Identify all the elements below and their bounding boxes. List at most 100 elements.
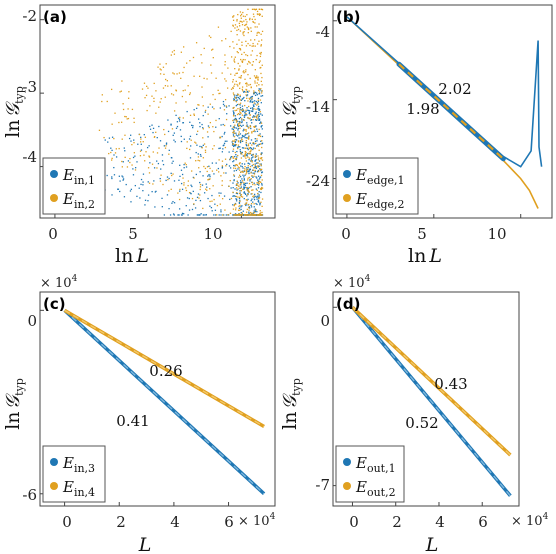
panel-c-yticks: 0 -6 xyxy=(22,312,37,504)
scatter-point xyxy=(222,144,224,147)
scatter-point xyxy=(241,151,243,154)
scatter-point xyxy=(222,123,224,126)
scatter-point xyxy=(246,195,248,197)
scatter-point xyxy=(239,174,241,176)
scatter-point xyxy=(260,125,262,128)
scatter-point xyxy=(133,139,135,141)
scatter-point xyxy=(233,106,235,109)
scatter-point xyxy=(251,101,253,104)
scatter-point xyxy=(239,204,241,207)
scatter-point xyxy=(244,174,246,176)
scatter-point xyxy=(246,153,249,155)
scatter-point xyxy=(250,206,253,208)
scatter-point xyxy=(246,199,248,202)
scatter-point xyxy=(141,88,144,90)
scatter-point xyxy=(215,119,217,122)
scatter-point xyxy=(233,140,235,142)
scatter-point xyxy=(195,160,197,162)
scatter-point xyxy=(245,82,247,85)
scatter-point xyxy=(247,187,250,189)
scatter-point xyxy=(243,51,245,54)
annotation-slope-out-1: 0.52 xyxy=(405,414,438,432)
scatter-point xyxy=(256,76,258,79)
scatter-point xyxy=(229,167,232,169)
scatter-point xyxy=(258,109,260,111)
scatter-point xyxy=(261,171,263,174)
scatter-point xyxy=(247,73,249,76)
scatter-point xyxy=(152,183,154,185)
scatter-point xyxy=(236,120,238,123)
scatter-point xyxy=(197,156,200,158)
scatter-point xyxy=(225,105,228,107)
scatter-point xyxy=(235,144,237,146)
scatter-point xyxy=(245,54,247,56)
scatter-point xyxy=(217,89,219,92)
scatter-point xyxy=(238,214,241,216)
scatter-point xyxy=(234,27,236,29)
scatter-point xyxy=(258,178,261,180)
scatter-point xyxy=(251,174,253,177)
scatter-point xyxy=(253,197,255,199)
scatter-point xyxy=(259,213,261,215)
y-tick-label: -7 xyxy=(315,476,330,494)
panel-a-scatter xyxy=(40,8,264,218)
scatter-point xyxy=(183,46,185,48)
scatter-point xyxy=(222,100,225,103)
scatter-point xyxy=(258,32,260,34)
scatter-point xyxy=(245,211,248,213)
scatter-point xyxy=(243,169,245,172)
scatter-point xyxy=(200,155,202,157)
scatter-point xyxy=(245,157,247,159)
scatter-point xyxy=(206,170,208,173)
scatter-point xyxy=(126,166,129,168)
scatter-point xyxy=(189,121,191,123)
scatter-point xyxy=(256,130,259,133)
scatter-point xyxy=(123,196,126,198)
scatter-point xyxy=(243,163,246,165)
scatter-point xyxy=(204,149,207,151)
scatter-point xyxy=(252,21,255,23)
x-tick-label: 5 xyxy=(128,225,138,243)
scatter-point xyxy=(147,194,150,196)
scatter-point xyxy=(184,89,186,91)
scatter-point xyxy=(241,41,243,43)
scatter-point xyxy=(249,107,252,109)
scatter-point xyxy=(225,118,228,121)
scatter-point xyxy=(114,152,117,154)
panel-a-ylabel: ln𝒢typ xyxy=(2,86,26,138)
scatter-point xyxy=(163,214,166,216)
scatter-point xyxy=(254,165,257,167)
scatter-point xyxy=(225,106,228,108)
scatter-point xyxy=(232,25,234,27)
scatter-point xyxy=(254,82,256,84)
scatter-point xyxy=(225,214,227,216)
scatter-point xyxy=(232,140,234,142)
scatter-point xyxy=(255,100,258,103)
scatter-point xyxy=(210,206,213,209)
scatter-point xyxy=(232,16,234,18)
scatter-point xyxy=(249,17,251,20)
scatter-point xyxy=(255,125,257,128)
scatter-point xyxy=(136,195,138,198)
scatter-point xyxy=(254,208,256,210)
scatter-point xyxy=(140,136,142,139)
scatter-point xyxy=(234,56,236,58)
scatter-point xyxy=(185,163,187,166)
scatter-point xyxy=(156,167,158,169)
scatter-point xyxy=(199,75,201,77)
scatter-point xyxy=(251,213,254,215)
scatter-point xyxy=(259,13,261,15)
scatter-point xyxy=(225,38,227,40)
scatter-point xyxy=(207,197,209,200)
scatter-point xyxy=(211,162,214,164)
panel-d-multiplier-top: × 104 xyxy=(333,274,371,291)
scatter-point xyxy=(190,184,192,186)
scatter-point xyxy=(240,20,242,23)
scatter-point xyxy=(233,15,235,17)
scatter-point xyxy=(247,144,250,147)
scatter-point xyxy=(197,153,199,155)
scatter-point xyxy=(236,26,238,28)
scatter-point xyxy=(249,110,251,112)
y-tick-label: 0 xyxy=(27,312,37,330)
scatter-point xyxy=(113,137,115,140)
